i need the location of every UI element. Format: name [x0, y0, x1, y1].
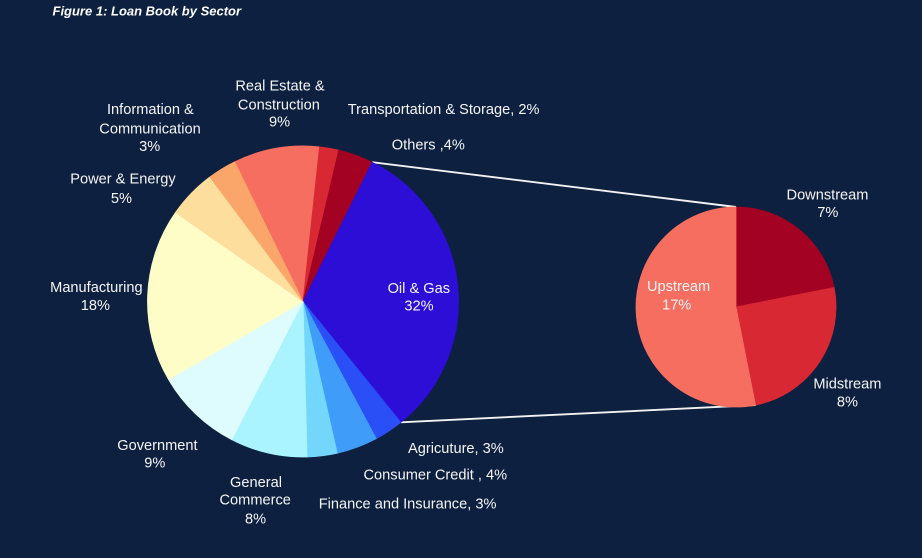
svg-text:General: General [230, 475, 282, 491]
svg-text:Others ,4%: Others ,4% [392, 137, 465, 153]
svg-text:32%: 32% [404, 299, 433, 315]
svg-text:8%: 8% [837, 394, 858, 410]
svg-text:Oil & Gas: Oil & Gas [388, 281, 450, 297]
svg-text:Manufacturing: Manufacturing [50, 280, 142, 296]
svg-text:Downstream: Downstream [787, 188, 869, 204]
svg-text:17%: 17% [662, 297, 691, 313]
svg-text:5%: 5% [111, 191, 132, 207]
svg-text:Consumer Credit , 4%: Consumer Credit , 4% [364, 467, 508, 483]
svg-text:Government: Government [117, 438, 197, 454]
svg-text:Finance and Insurance, 3%: Finance and Insurance, 3% [319, 497, 497, 513]
svg-text:8%: 8% [245, 512, 266, 528]
svg-text:Communication: Communication [99, 122, 200, 138]
svg-text:9%: 9% [144, 455, 165, 471]
svg-text:7%: 7% [817, 205, 838, 221]
svg-text:Power & Energy: Power & Energy [70, 172, 176, 188]
svg-text:Real Estate &: Real Estate & [235, 79, 324, 95]
svg-text:Information &: Information & [107, 102, 194, 118]
svg-text:Agricuture, 3%: Agricuture, 3% [408, 441, 504, 457]
svg-text:Upstream: Upstream [647, 279, 710, 295]
svg-text:18%: 18% [81, 298, 110, 314]
svg-text:3%: 3% [139, 139, 160, 155]
svg-text:9%: 9% [269, 115, 290, 131]
svg-text:Commerce: Commerce [220, 493, 291, 509]
svg-text:Construction: Construction [238, 97, 320, 113]
svg-text:Midstream: Midstream [813, 377, 881, 393]
svg-text:Figure 1: Loan Book by Sector: Figure 1: Loan Book by Sector [53, 4, 242, 19]
svg-text:Transportation & Storage, 2%: Transportation & Storage, 2% [348, 102, 540, 118]
